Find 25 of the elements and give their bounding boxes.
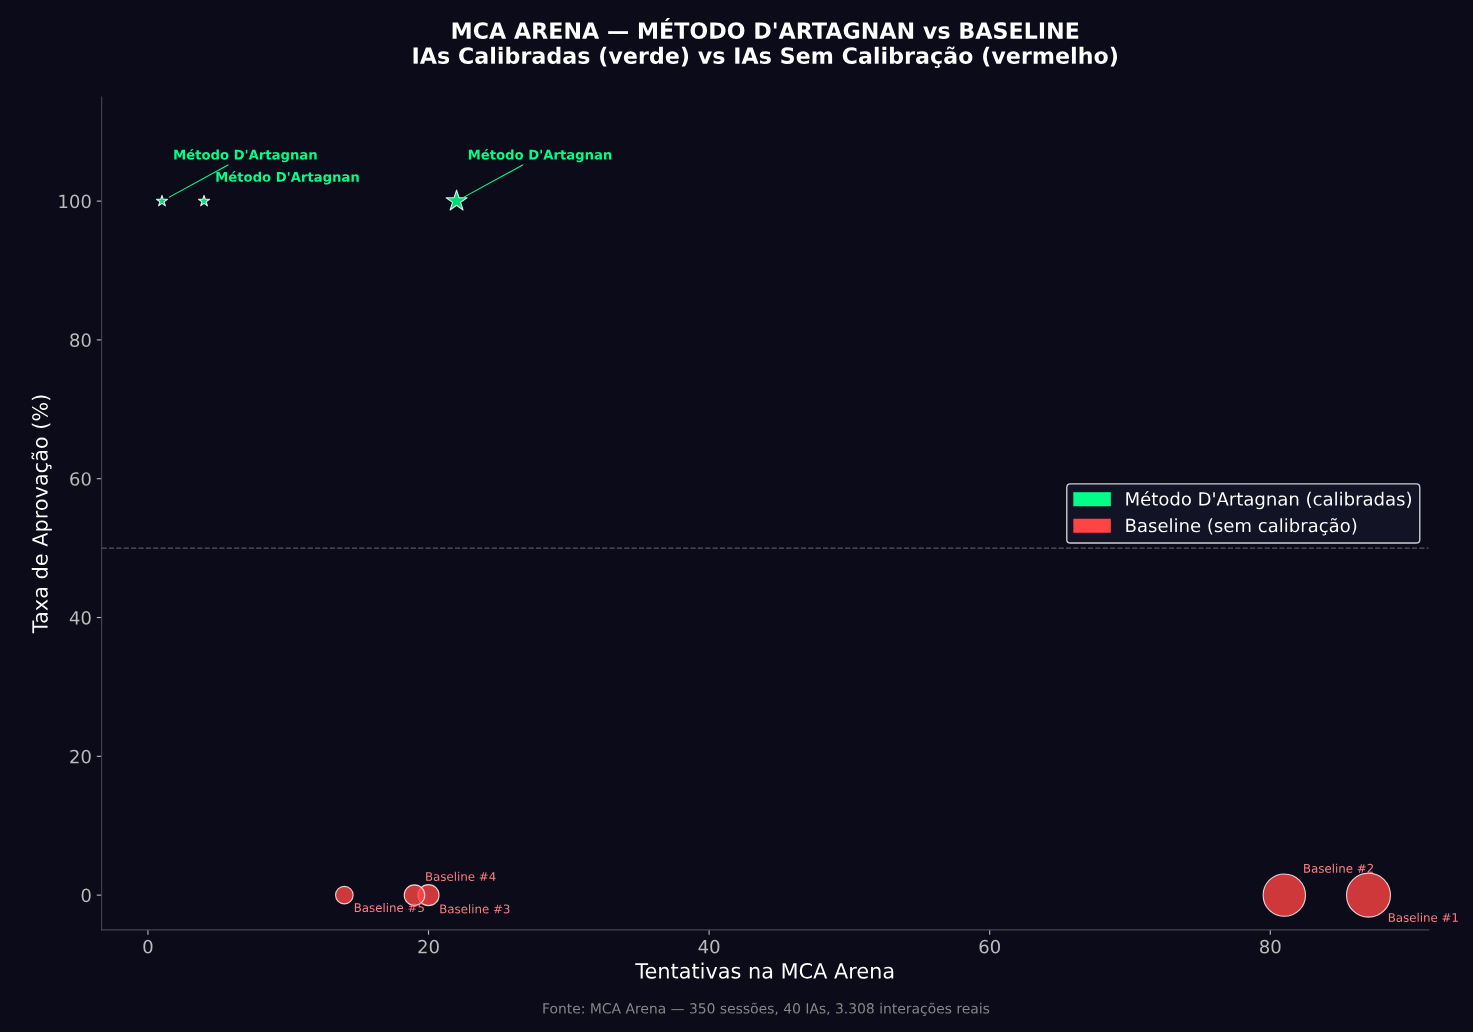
source-note: Fonte: MCA Arena — 350 sessões, 40 IAs, 3.308 interações reais: [543, 1002, 990, 1017]
annotation: Método D'Artagnan: [468, 148, 612, 163]
y-tick-label: 60: [70, 472, 91, 486]
annotation: Método D'Artagnan: [174, 148, 317, 163]
y-tick-label: 40: [69, 610, 91, 625]
x-tick-label: 20: [418, 939, 439, 954]
y-tick-label: 100: [59, 194, 91, 209]
y-tick-label: 0: [81, 888, 91, 903]
y-axis-title: Taxa de Aprovação (%): [31, 395, 52, 634]
x-tick-label: 80: [1260, 939, 1281, 954]
x-tick-label: 0: [143, 939, 153, 954]
y-tick-label: 20: [70, 749, 91, 764]
annotation: Baseline #3: [440, 904, 510, 914]
legend-label: Método D'Artagnan (calibradas): [1126, 491, 1412, 510]
annotation: Baseline #2: [1304, 863, 1373, 873]
annotation: Método D'Artagnan: [216, 171, 359, 185]
x-tick-label: 60: [979, 939, 1000, 954]
legend-label: Baseline (sem calibração): [1126, 518, 1357, 536]
annotation: Baseline #4: [426, 871, 496, 881]
x-tick-label: 40: [698, 939, 720, 954]
chart-title: MCA ARENA — MÉTODO D'ARTAGNAN vs BASELINE IAs Calibradas (verde) vs IAs Sem Calibração (vermelho): [413, 18, 1118, 69]
y-tick-label: 80: [70, 333, 91, 348]
annotation: Baseline #5: [354, 902, 424, 913]
x-axis-title: Tentativas na MCA Arena: [635, 962, 894, 979]
annotation: Baseline #1: [1388, 912, 1458, 922]
